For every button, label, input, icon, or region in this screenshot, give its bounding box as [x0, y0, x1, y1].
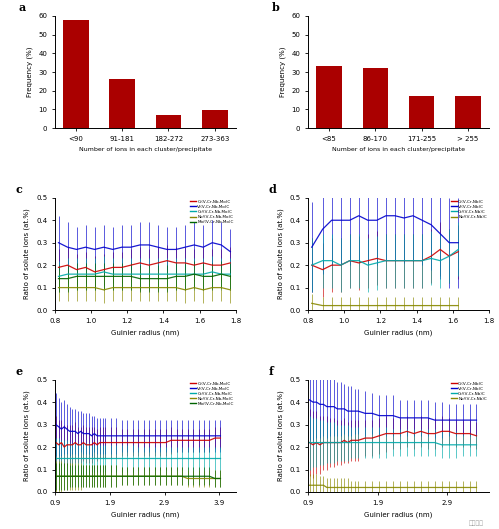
X-axis label: Number of ions in each cluster/precipitate: Number of ions in each cluster/precipita…: [332, 148, 465, 152]
Legend: C/(V,Cr,Nb,Mo)C, V/(V,Cr,Nb,Mo)C, Cr/(V,Cr,Nb,Mo)C, Nb/(V,Cr,Nb,Mo)C, Mo/(V,Cr,N: C/(V,Cr,Nb,Mo)C, V/(V,Cr,Nb,Mo)C, Cr/(V,…: [189, 381, 235, 407]
X-axis label: Guinier radius (nm): Guinier radius (nm): [364, 329, 433, 336]
Text: f: f: [268, 366, 273, 377]
Legend: C/(V,Cr,Nb,Mo)C, V/(V,Cr,Nb,Mo)C, Cr/(V,Cr,Nb,Mo)C, Nb/(V,Cr,Nb,Mo)C, Mo/(V,Cr,N: C/(V,Cr,Nb,Mo)C, V/(V,Cr,Nb,Mo)C, Cr/(V,…: [189, 199, 235, 225]
Text: b: b: [272, 2, 280, 13]
Legend: C/(V,Cr,Nb)C, V/(V,Cr,Nb)C, Cr/(V,Cr,Nb)C, Nb/(V,Cr,Nb)C: C/(V,Cr,Nb)C, V/(V,Cr,Nb)C, Cr/(V,Cr,Nb)…: [450, 381, 488, 402]
Text: e: e: [15, 366, 22, 377]
Bar: [63, 20, 89, 128]
Bar: [455, 96, 481, 128]
Text: 材科学网: 材科学网: [469, 521, 484, 526]
Bar: [316, 67, 342, 128]
Text: c: c: [15, 184, 22, 195]
Y-axis label: Frequency (%): Frequency (%): [279, 47, 286, 97]
X-axis label: Guinier radius (nm): Guinier radius (nm): [111, 329, 180, 336]
Legend: C/(V,Cr,Nb)C, V/(V,Cr,Nb)C, Cr/(V,Cr,Nb)C, Nb/(V,Cr,Nb)C: C/(V,Cr,Nb)C, V/(V,Cr,Nb)C, Cr/(V,Cr,Nb)…: [450, 199, 488, 220]
X-axis label: Guinier radius (nm): Guinier radius (nm): [111, 511, 180, 518]
Bar: [409, 96, 435, 128]
X-axis label: Guinier radius (nm): Guinier radius (nm): [364, 511, 433, 518]
Y-axis label: Ratio of solute ions (at.%): Ratio of solute ions (at.%): [277, 390, 284, 481]
X-axis label: Number of ions in each cluster/precipitate: Number of ions in each cluster/precipita…: [79, 148, 212, 152]
Bar: [363, 68, 388, 128]
Bar: [202, 111, 228, 128]
Y-axis label: Ratio of solute ions (at.%): Ratio of solute ions (at.%): [277, 208, 284, 299]
Text: d: d: [268, 184, 276, 195]
Bar: [156, 115, 181, 128]
Bar: [109, 79, 135, 128]
Y-axis label: Ratio of solute ions (at.%): Ratio of solute ions (at.%): [24, 208, 30, 299]
Y-axis label: Ratio of solute ions (at.%): Ratio of solute ions (at.%): [24, 390, 30, 481]
Text: a: a: [18, 2, 26, 13]
Y-axis label: Frequency (%): Frequency (%): [26, 47, 33, 97]
